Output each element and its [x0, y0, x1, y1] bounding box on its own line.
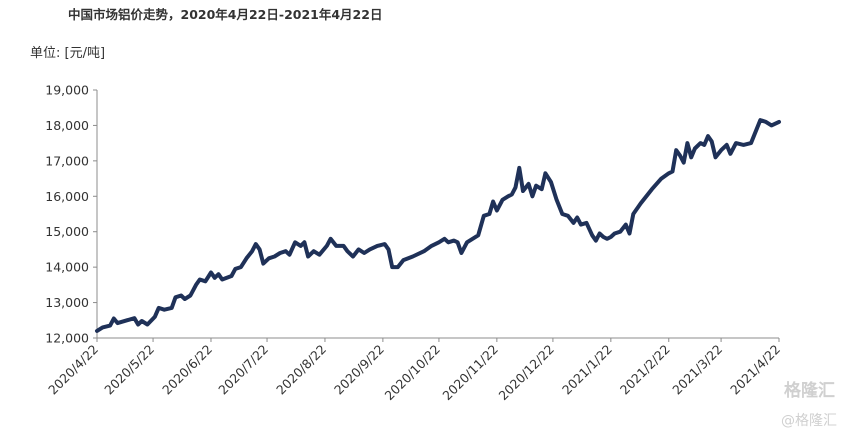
x-tick-label: 2020/7/22 — [215, 342, 271, 398]
y-tick-label: 17,000 — [45, 153, 89, 168]
x-tick-label: 2020/8/22 — [273, 342, 329, 398]
y-tick-label: 14,000 — [45, 260, 89, 275]
chart-title: 中国市场铝价走势，2020年4月22日-2021年4月22日 — [68, 7, 383, 22]
y-tick-label: 13,000 — [45, 295, 89, 310]
price-line — [95, 118, 781, 333]
x-tick-label: 2021/3/22 — [669, 342, 725, 398]
x-tick-label: 2020/6/22 — [159, 342, 215, 398]
y-tick-label: 16,000 — [45, 189, 89, 204]
unit-label: 单位: [元/吨] — [30, 46, 106, 61]
y-tick-label: 19,000 — [45, 83, 89, 98]
watermark-logo: 格隆汇 — [784, 381, 835, 401]
x-tick-label: 2020/9/22 — [331, 342, 387, 398]
y-axis: 12,000 13,000 14,000 15,000 16,000 17,000 18,0… — [45, 83, 98, 346]
x-tick-label: 2021/4/22 — [727, 342, 783, 398]
x-tick-label: 2020/11/22 — [439, 342, 501, 404]
x-tick-label: 2020/4/22 — [45, 342, 101, 398]
x-tick-label: 2021/1/22 — [559, 342, 615, 398]
plot-area — [95, 118, 781, 333]
x-tick-label: 2020/10/22 — [382, 342, 444, 404]
watermark-handle: @格隆汇 — [781, 413, 837, 429]
y-tick-label: 15,000 — [45, 224, 89, 239]
y-tick-label: 18,000 — [45, 118, 89, 133]
x-tick-label: 2020/12/22 — [495, 342, 557, 404]
x-tick-label: 2021/2/22 — [617, 342, 673, 398]
x-axis: 2020/4/22 2020/5/22 2020/6/22 2020/7/22 2020… — [45, 337, 783, 404]
x-tick-label: 2020/5/22 — [101, 342, 157, 398]
y-tick-label: 12,000 — [45, 331, 89, 346]
